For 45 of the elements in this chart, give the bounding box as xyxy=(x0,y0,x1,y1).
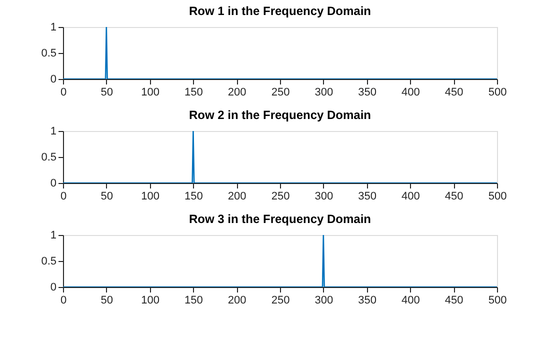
x-tick-label: 350 xyxy=(358,86,376,98)
x-tick-label: 250 xyxy=(271,294,290,306)
x-tick-label: 150 xyxy=(184,190,203,202)
x-tick-label: 150 xyxy=(184,86,203,98)
x-tick-label: 100 xyxy=(141,86,160,98)
y-tick-label: 1 xyxy=(50,230,56,242)
y-tick-label: 1 xyxy=(50,126,56,138)
x-tick-label: 100 xyxy=(141,294,160,306)
y-tick-label: 0.5 xyxy=(41,152,56,164)
x-tick-label: 450 xyxy=(444,190,464,202)
x-tick-label: 250 xyxy=(271,190,290,202)
y-tick-label: 0 xyxy=(50,178,56,190)
x-tick-label: 50 xyxy=(100,86,114,98)
y-tick-label: 0 xyxy=(50,74,56,86)
y-tick-label: 0 xyxy=(50,282,56,294)
x-tick-label: 350 xyxy=(358,190,376,202)
chart-title: Row 1 in the Frequency Domain xyxy=(188,4,372,18)
x-tick-label: 450 xyxy=(444,86,464,98)
y-tick-label: 1 xyxy=(50,22,56,34)
chart-title: Row 2 in the Frequency Domain xyxy=(188,108,372,122)
x-tick-label: 500 xyxy=(488,294,507,306)
x-tick-label: 250 xyxy=(271,86,290,98)
x-tick-label: 300 xyxy=(314,190,334,202)
y-tick-label: 0.5 xyxy=(41,256,56,268)
x-tick-label: 0 xyxy=(60,190,67,202)
x-tick-label: 300 xyxy=(314,294,334,306)
x-tick-label: 150 xyxy=(184,294,203,306)
x-tick-label: 50 xyxy=(100,190,114,202)
x-tick-label: 0 xyxy=(60,86,67,98)
x-tick-label: 450 xyxy=(444,294,464,306)
x-tick-label: 400 xyxy=(402,190,420,202)
x-tick-label: 300 xyxy=(314,86,334,98)
x-tick-label: 200 xyxy=(228,190,246,202)
x-tick-label: 500 xyxy=(488,190,507,202)
x-tick-label: 50 xyxy=(100,294,114,306)
x-tick-label: 0 xyxy=(60,294,67,306)
x-tick-label: 200 xyxy=(228,294,246,306)
x-tick-label: 400 xyxy=(402,294,420,306)
y-tick-label: 0.5 xyxy=(41,48,56,60)
chart-title: Row 3 in the Frequency Domain xyxy=(188,212,372,226)
x-tick-label: 400 xyxy=(402,86,420,98)
x-tick-label: 500 xyxy=(488,86,507,98)
x-tick-label: 350 xyxy=(358,294,376,306)
x-tick-label: 100 xyxy=(141,190,160,202)
x-tick-label: 200 xyxy=(228,86,246,98)
